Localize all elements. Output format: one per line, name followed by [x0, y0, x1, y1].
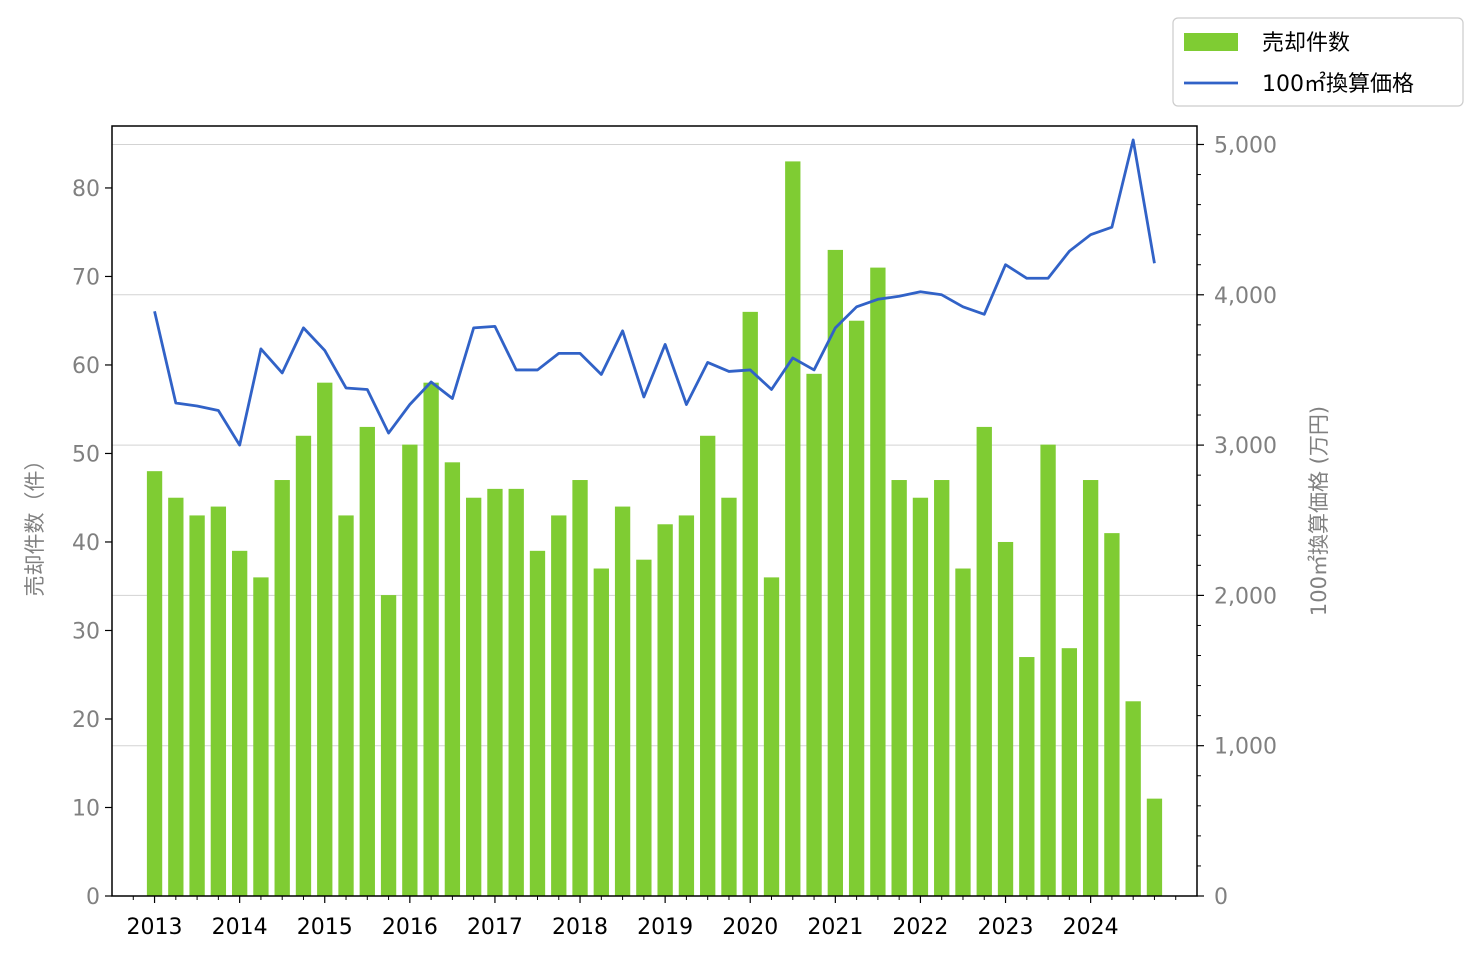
x-tick-label-11: 2024 — [1063, 915, 1119, 940]
bar-30 — [785, 161, 801, 897]
bar-42 — [1040, 444, 1056, 896]
right-tick-label-5: 5,000 — [1214, 133, 1277, 158]
x-tick-label-5: 2018 — [552, 915, 608, 940]
legend-line-label: 100㎡換算価格 — [1262, 71, 1414, 97]
bar-31 — [806, 373, 822, 896]
right-tick-label-1: 1,000 — [1214, 735, 1277, 760]
y-axis-left-label: 売却件数（件） — [23, 450, 47, 597]
bar-44 — [1082, 480, 1099, 896]
bar-series — [146, 161, 1163, 897]
bar-43 — [1061, 648, 1078, 896]
bar-10 — [359, 426, 375, 896]
x-tick-label-7: 2020 — [722, 915, 778, 940]
bar-14 — [444, 462, 461, 896]
bar-37 — [934, 480, 950, 896]
x-tick-label-4: 2017 — [467, 915, 523, 940]
bar-24 — [657, 524, 673, 896]
bar-25 — [678, 515, 695, 896]
line-series — [153, 138, 1156, 447]
left-tick-label-2: 20 — [72, 708, 100, 733]
axis-ticks — [105, 143, 1204, 903]
bar-8 — [317, 382, 333, 897]
legend-bar-swatch — [1184, 33, 1238, 51]
x-tick-label-1: 2014 — [212, 915, 268, 940]
left-tick-label-7: 70 — [72, 265, 100, 290]
left-tick-label-0: 0 — [86, 885, 100, 910]
y-axis-right-label: 100㎡換算価格 (万円) — [1307, 406, 1331, 616]
legend: 売却件数 100㎡換算価格 — [1172, 17, 1464, 107]
bar-32 — [827, 249, 843, 896]
bar-45 — [1104, 533, 1120, 896]
bar-9 — [338, 515, 354, 896]
bar-27 — [721, 497, 737, 896]
bar-26 — [700, 435, 716, 896]
bar-34 — [870, 267, 886, 896]
price-line — [153, 138, 1156, 447]
bar-28 — [742, 311, 758, 896]
left-tick-label-8: 80 — [72, 177, 100, 202]
bar-12 — [402, 444, 418, 896]
x-tick-label-2: 2015 — [297, 915, 353, 940]
bar-6 — [274, 480, 290, 896]
bar-22 — [614, 506, 631, 896]
bar-35 — [891, 480, 907, 896]
left-tick-label-6: 60 — [72, 354, 100, 379]
right-tick-label-2: 2,000 — [1214, 584, 1277, 609]
bar-16 — [487, 488, 503, 896]
bar-0 — [146, 471, 163, 896]
x-tick-label-8: 2021 — [807, 915, 863, 940]
tick-labels: 0 10 20 30 40 50 60 70 80 0 1,000 2,000 3,000 4,000 5,… — [72, 133, 1277, 940]
bar-47 — [1146, 798, 1163, 896]
plot-frame — [111, 125, 1198, 897]
bar-1 — [168, 497, 184, 896]
x-tick-label-3: 2016 — [382, 915, 438, 940]
x-tick-label-9: 2022 — [892, 915, 948, 940]
bar-3 — [210, 506, 227, 896]
x-tick-label-10: 2023 — [978, 915, 1034, 940]
legend-box — [1172, 17, 1464, 107]
bar-2 — [189, 515, 205, 896]
bar-13 — [423, 382, 439, 897]
bar-15 — [466, 497, 482, 896]
bar-38 — [955, 568, 971, 896]
bar-19 — [551, 515, 567, 896]
bar-18 — [529, 550, 546, 896]
bar-5 — [253, 577, 269, 896]
bar-11 — [380, 595, 397, 896]
bar-39 — [976, 426, 992, 896]
bar-46 — [1125, 701, 1141, 896]
bar-36 — [912, 497, 929, 896]
bar-29 — [763, 577, 780, 896]
bar-7 — [295, 435, 312, 896]
right-tick-label-4: 4,000 — [1214, 284, 1277, 309]
bar-40 — [997, 541, 1014, 896]
bar-41 — [1019, 657, 1035, 896]
left-tick-label-4: 40 — [72, 531, 100, 556]
right-tick-label-3: 3,000 — [1214, 434, 1277, 459]
bar-33 — [848, 320, 865, 896]
bar-23 — [636, 559, 652, 896]
bar-17 — [508, 488, 524, 896]
left-tick-label-5: 50 — [72, 442, 100, 467]
left-tick-label-3: 30 — [72, 619, 100, 644]
grid-lines — [112, 143, 1197, 747]
legend-bar-label: 売却件数 — [1262, 31, 1350, 56]
right-tick-label-0: 0 — [1214, 885, 1228, 910]
x-tick-label-0: 2013 — [127, 915, 183, 940]
bar-4 — [231, 550, 248, 896]
left-tick-label-1: 10 — [72, 796, 100, 821]
x-tick-label-6: 2019 — [637, 915, 693, 940]
bar-21 — [593, 568, 609, 896]
bar-20 — [572, 480, 588, 896]
